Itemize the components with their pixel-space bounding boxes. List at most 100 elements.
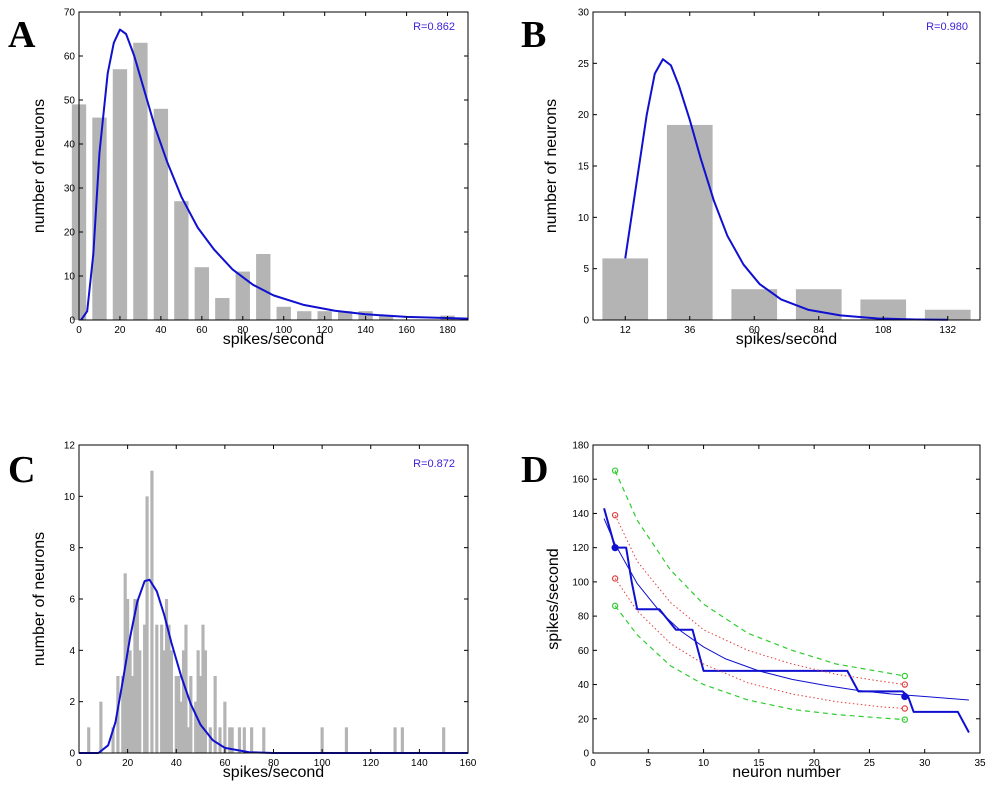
x-axis-label: spikes/second xyxy=(223,764,324,781)
data-marker xyxy=(611,511,619,519)
y-tick-label: 12 xyxy=(64,441,76,452)
histogram-bar xyxy=(218,727,222,753)
histogram-bar xyxy=(237,727,242,753)
histogram-bar xyxy=(133,599,137,753)
y-tick-label: 15 xyxy=(578,162,590,173)
y-axis-label: number of neurons xyxy=(31,99,48,233)
data-marker xyxy=(901,681,909,688)
x-tick-label: 140 xyxy=(411,758,428,769)
x-tick-label: 40 xyxy=(171,758,183,769)
data-marker xyxy=(901,705,909,712)
x-tick-label: 100 xyxy=(275,325,292,336)
axes-frame xyxy=(78,11,469,321)
histogram-bar xyxy=(162,650,166,753)
histogram-bar xyxy=(150,470,154,753)
histogram-bar xyxy=(602,258,649,320)
data-marker xyxy=(611,575,619,582)
x-axis-label: neuron number xyxy=(732,764,841,781)
histogram-bar xyxy=(87,727,91,753)
y-tick-label: 10 xyxy=(578,213,590,224)
x-tick-label: 160 xyxy=(460,758,477,769)
x-tick-label: 25 xyxy=(864,758,876,769)
x-tick-label: 160 xyxy=(398,325,415,336)
histogram-bar xyxy=(262,727,266,753)
panel-letter: C xyxy=(8,449,35,491)
data-marker xyxy=(901,716,909,723)
histogram-bar xyxy=(153,108,169,320)
histogram-bar xyxy=(186,727,190,753)
panel-a: A 0 20 40 60 80 100 120 140 160 180 0 10 20 30 40 50 60 70… xyxy=(8,8,469,348)
histogram-bar xyxy=(378,315,394,320)
histogram-bar xyxy=(177,676,181,753)
x-tick-label: 0 xyxy=(590,758,596,769)
histogram-bar xyxy=(924,309,971,320)
y-tick-label: 120 xyxy=(572,543,589,554)
histogram-bar xyxy=(174,201,189,320)
x-tick-label: 20 xyxy=(114,325,126,336)
y-tick-label: 50 xyxy=(64,96,76,107)
histogram-bar xyxy=(731,289,778,320)
histogram-bar xyxy=(155,624,159,753)
x-axis-label: spikes/second xyxy=(223,331,324,348)
y-axis-label: number of neurons xyxy=(543,99,560,233)
y-tick-label: 0 xyxy=(69,749,75,760)
histogram-bar xyxy=(143,624,147,753)
y-tick-label: 20 xyxy=(64,228,76,239)
y-tick-label: 140 xyxy=(572,509,589,520)
panel-b: B 12 36 60 84 108 132 0 5 10 15 20 25 30 spikes/second… xyxy=(521,8,981,348)
histogram-bar xyxy=(133,42,148,321)
panel-d: D 0 5 10 15 20 25 30 35 0 20 40 60 80 100 120 140 160 180 n… xyxy=(521,441,986,782)
x-tick-label: 60 xyxy=(219,758,231,769)
histogram-bar xyxy=(135,599,139,753)
y-tick-label: 180 xyxy=(572,441,589,452)
histogram-bar xyxy=(128,650,132,753)
histogram-bar xyxy=(213,676,217,753)
series-line-step xyxy=(603,508,970,733)
x-tick-label: 60 xyxy=(196,325,208,336)
series-line-dashed xyxy=(614,470,905,677)
y-tick-label: 30 xyxy=(64,184,76,195)
x-tick-label: 132 xyxy=(939,325,956,336)
histogram-bar xyxy=(208,727,212,753)
histogram-bar xyxy=(179,701,183,753)
histogram-bar xyxy=(99,701,103,753)
x-tick-label: 120 xyxy=(362,758,379,769)
histogram-bar xyxy=(138,650,142,753)
x-tick-label: 0 xyxy=(76,758,82,769)
x-tick-label: 15 xyxy=(753,758,765,769)
x-tick-label: 84 xyxy=(813,325,825,336)
data-marker xyxy=(611,602,619,610)
x-tick-label: 120 xyxy=(316,325,333,336)
x-tick-label: 108 xyxy=(875,325,892,336)
y-tick-label: 40 xyxy=(578,680,590,691)
x-tick-label: 36 xyxy=(684,325,696,336)
histogram-bar xyxy=(169,650,173,753)
x-tick-label: 140 xyxy=(357,325,374,336)
histogram-bar xyxy=(223,701,227,753)
histogram-bar xyxy=(276,306,291,320)
r-value-annotation: R=0.862 xyxy=(413,21,455,33)
histogram-bar xyxy=(181,650,186,753)
data-marker xyxy=(611,544,619,552)
axes-frame xyxy=(592,11,981,321)
x-tick-label: 80 xyxy=(268,758,280,769)
fit-curve xyxy=(79,578,468,754)
x-tick-label: 0 xyxy=(76,325,82,336)
x-tick-label: 12 xyxy=(620,325,632,336)
x-axis-label: spikes/second xyxy=(736,331,837,348)
panel-letter: B xyxy=(521,14,546,56)
y-tick-label: 0 xyxy=(583,316,589,327)
y-tick-label: 100 xyxy=(572,577,589,588)
data-marker xyxy=(901,692,909,701)
fit-curve xyxy=(624,58,948,321)
histogram-bar xyxy=(201,624,205,753)
x-tick-label: 30 xyxy=(919,758,931,769)
y-tick-label: 2 xyxy=(69,697,75,708)
histogram-bar xyxy=(189,676,193,753)
y-tick-label: 80 xyxy=(578,612,590,623)
histogram-bar xyxy=(235,271,250,320)
fit-curve xyxy=(80,28,469,321)
y-tick-label: 5 xyxy=(583,264,589,275)
series-line-thin xyxy=(603,518,969,701)
histogram-bar xyxy=(860,299,907,320)
